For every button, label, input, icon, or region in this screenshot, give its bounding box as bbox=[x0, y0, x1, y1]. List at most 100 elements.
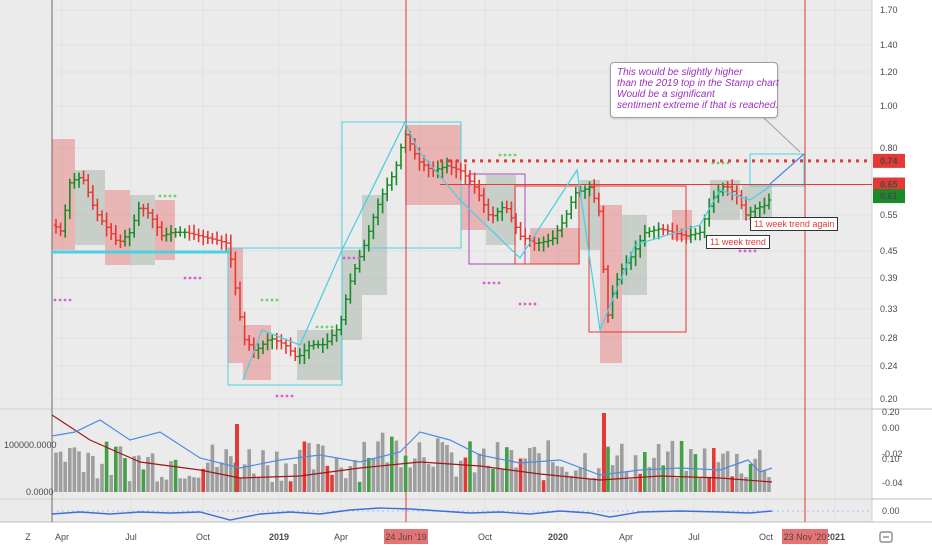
price-bar bbox=[385, 177, 390, 202]
volume-bar bbox=[192, 477, 196, 492]
volume-bar bbox=[371, 457, 376, 492]
price-bar bbox=[311, 340, 316, 350]
signal-dot bbox=[68, 298, 72, 302]
price-bar bbox=[191, 224, 197, 241]
volume-bar bbox=[426, 464, 431, 492]
price-bar bbox=[463, 163, 468, 185]
volume-bar bbox=[247, 449, 251, 492]
volume-layer bbox=[51, 413, 773, 492]
volume-bar bbox=[615, 455, 619, 492]
price-bar bbox=[523, 227, 528, 246]
zone-box bbox=[622, 215, 647, 295]
volume-bar bbox=[394, 440, 399, 492]
volume-right-label: 0.20 bbox=[882, 407, 900, 417]
volume-bar bbox=[403, 455, 408, 492]
price-bar bbox=[587, 181, 592, 197]
zone-box bbox=[228, 248, 243, 363]
volume-bar bbox=[279, 480, 284, 492]
volume-bar bbox=[431, 466, 435, 492]
price-bar bbox=[210, 232, 215, 245]
volume-bar bbox=[68, 448, 72, 492]
price-bar bbox=[348, 273, 353, 304]
volume-bar bbox=[629, 479, 633, 492]
signal-dot bbox=[743, 249, 747, 253]
zone-box bbox=[342, 250, 362, 340]
trend-label-1[interactable]: 11 week trend bbox=[706, 235, 770, 249]
price-bar bbox=[486, 198, 491, 221]
volume-bar bbox=[86, 452, 90, 492]
signal-dot bbox=[168, 194, 172, 198]
zone-box bbox=[243, 325, 271, 380]
volume-bar bbox=[302, 441, 307, 492]
logo-shape bbox=[879, 531, 893, 543]
signal-dot bbox=[270, 298, 274, 302]
volume-spike-bar bbox=[235, 424, 239, 492]
volume-bar bbox=[730, 476, 734, 492]
volume-bar bbox=[284, 463, 288, 492]
price-bar bbox=[642, 224, 647, 247]
zone-box bbox=[155, 200, 175, 260]
signal-dot bbox=[482, 281, 486, 285]
volume-bar bbox=[422, 457, 426, 492]
price-bar bbox=[693, 228, 698, 241]
price-tick-label: 1.70 bbox=[880, 5, 898, 15]
trend-label-2[interactable]: 11 week trend again bbox=[750, 217, 839, 231]
price-bar bbox=[219, 235, 224, 250]
price-bar bbox=[362, 239, 367, 261]
price-bar bbox=[247, 334, 252, 351]
zone-box bbox=[742, 185, 772, 220]
volume-bar bbox=[353, 460, 357, 492]
annotation-callout[interactable]: This would be slightly higher than the 2… bbox=[610, 62, 779, 118]
price-bar bbox=[564, 209, 569, 228]
volume-bar bbox=[206, 462, 210, 492]
signal-dot bbox=[523, 302, 527, 306]
signal-dot bbox=[330, 325, 334, 329]
time-tick-label: Oct bbox=[759, 532, 774, 542]
volume-bar bbox=[321, 445, 325, 492]
price-bar bbox=[688, 226, 693, 244]
price-bar bbox=[352, 264, 358, 285]
price-bar bbox=[371, 213, 376, 240]
volume-bar bbox=[624, 471, 629, 492]
price-bar bbox=[366, 225, 371, 252]
volume-bar bbox=[118, 446, 123, 492]
volume-bar bbox=[210, 444, 215, 492]
volume-bar bbox=[675, 477, 679, 492]
volume-bar bbox=[643, 452, 647, 492]
volume-bar bbox=[91, 455, 95, 492]
price-tick-label: 0.80 bbox=[880, 143, 898, 153]
volume-bar bbox=[72, 447, 77, 492]
price-bar bbox=[182, 228, 187, 239]
signal-dot bbox=[497, 281, 501, 285]
volume-bar bbox=[537, 453, 541, 492]
price-tick-label: 0.55 bbox=[880, 210, 898, 220]
volume-bar bbox=[141, 469, 146, 492]
volume-bar bbox=[81, 471, 86, 492]
volume-bar bbox=[95, 478, 100, 492]
price-bar bbox=[141, 203, 146, 217]
volume-bar bbox=[399, 467, 403, 492]
volume-bar bbox=[744, 476, 748, 492]
price-bar bbox=[394, 161, 399, 186]
price-bar bbox=[753, 204, 758, 218]
price-bar bbox=[256, 343, 261, 360]
date-tag-nov20: 23 Nov '20 bbox=[784, 532, 827, 542]
price-bar bbox=[99, 210, 105, 225]
price-bar bbox=[762, 197, 767, 215]
volume-bar bbox=[137, 455, 141, 492]
signal-dot bbox=[738, 249, 742, 253]
price-bar bbox=[573, 187, 578, 209]
volume-left-label: 100000.0000 bbox=[4, 440, 57, 450]
price-bar bbox=[375, 198, 381, 226]
price-bar bbox=[725, 181, 730, 196]
price-marker-label: 0.61 bbox=[880, 191, 898, 201]
price-tick-label: 1.00 bbox=[880, 101, 898, 111]
price-bar bbox=[196, 228, 201, 243]
price-bar bbox=[164, 227, 169, 242]
volume-bar bbox=[275, 451, 279, 492]
price-bar bbox=[306, 340, 312, 359]
price-marker-bg bbox=[873, 153, 905, 168]
signal-dot bbox=[173, 194, 177, 198]
